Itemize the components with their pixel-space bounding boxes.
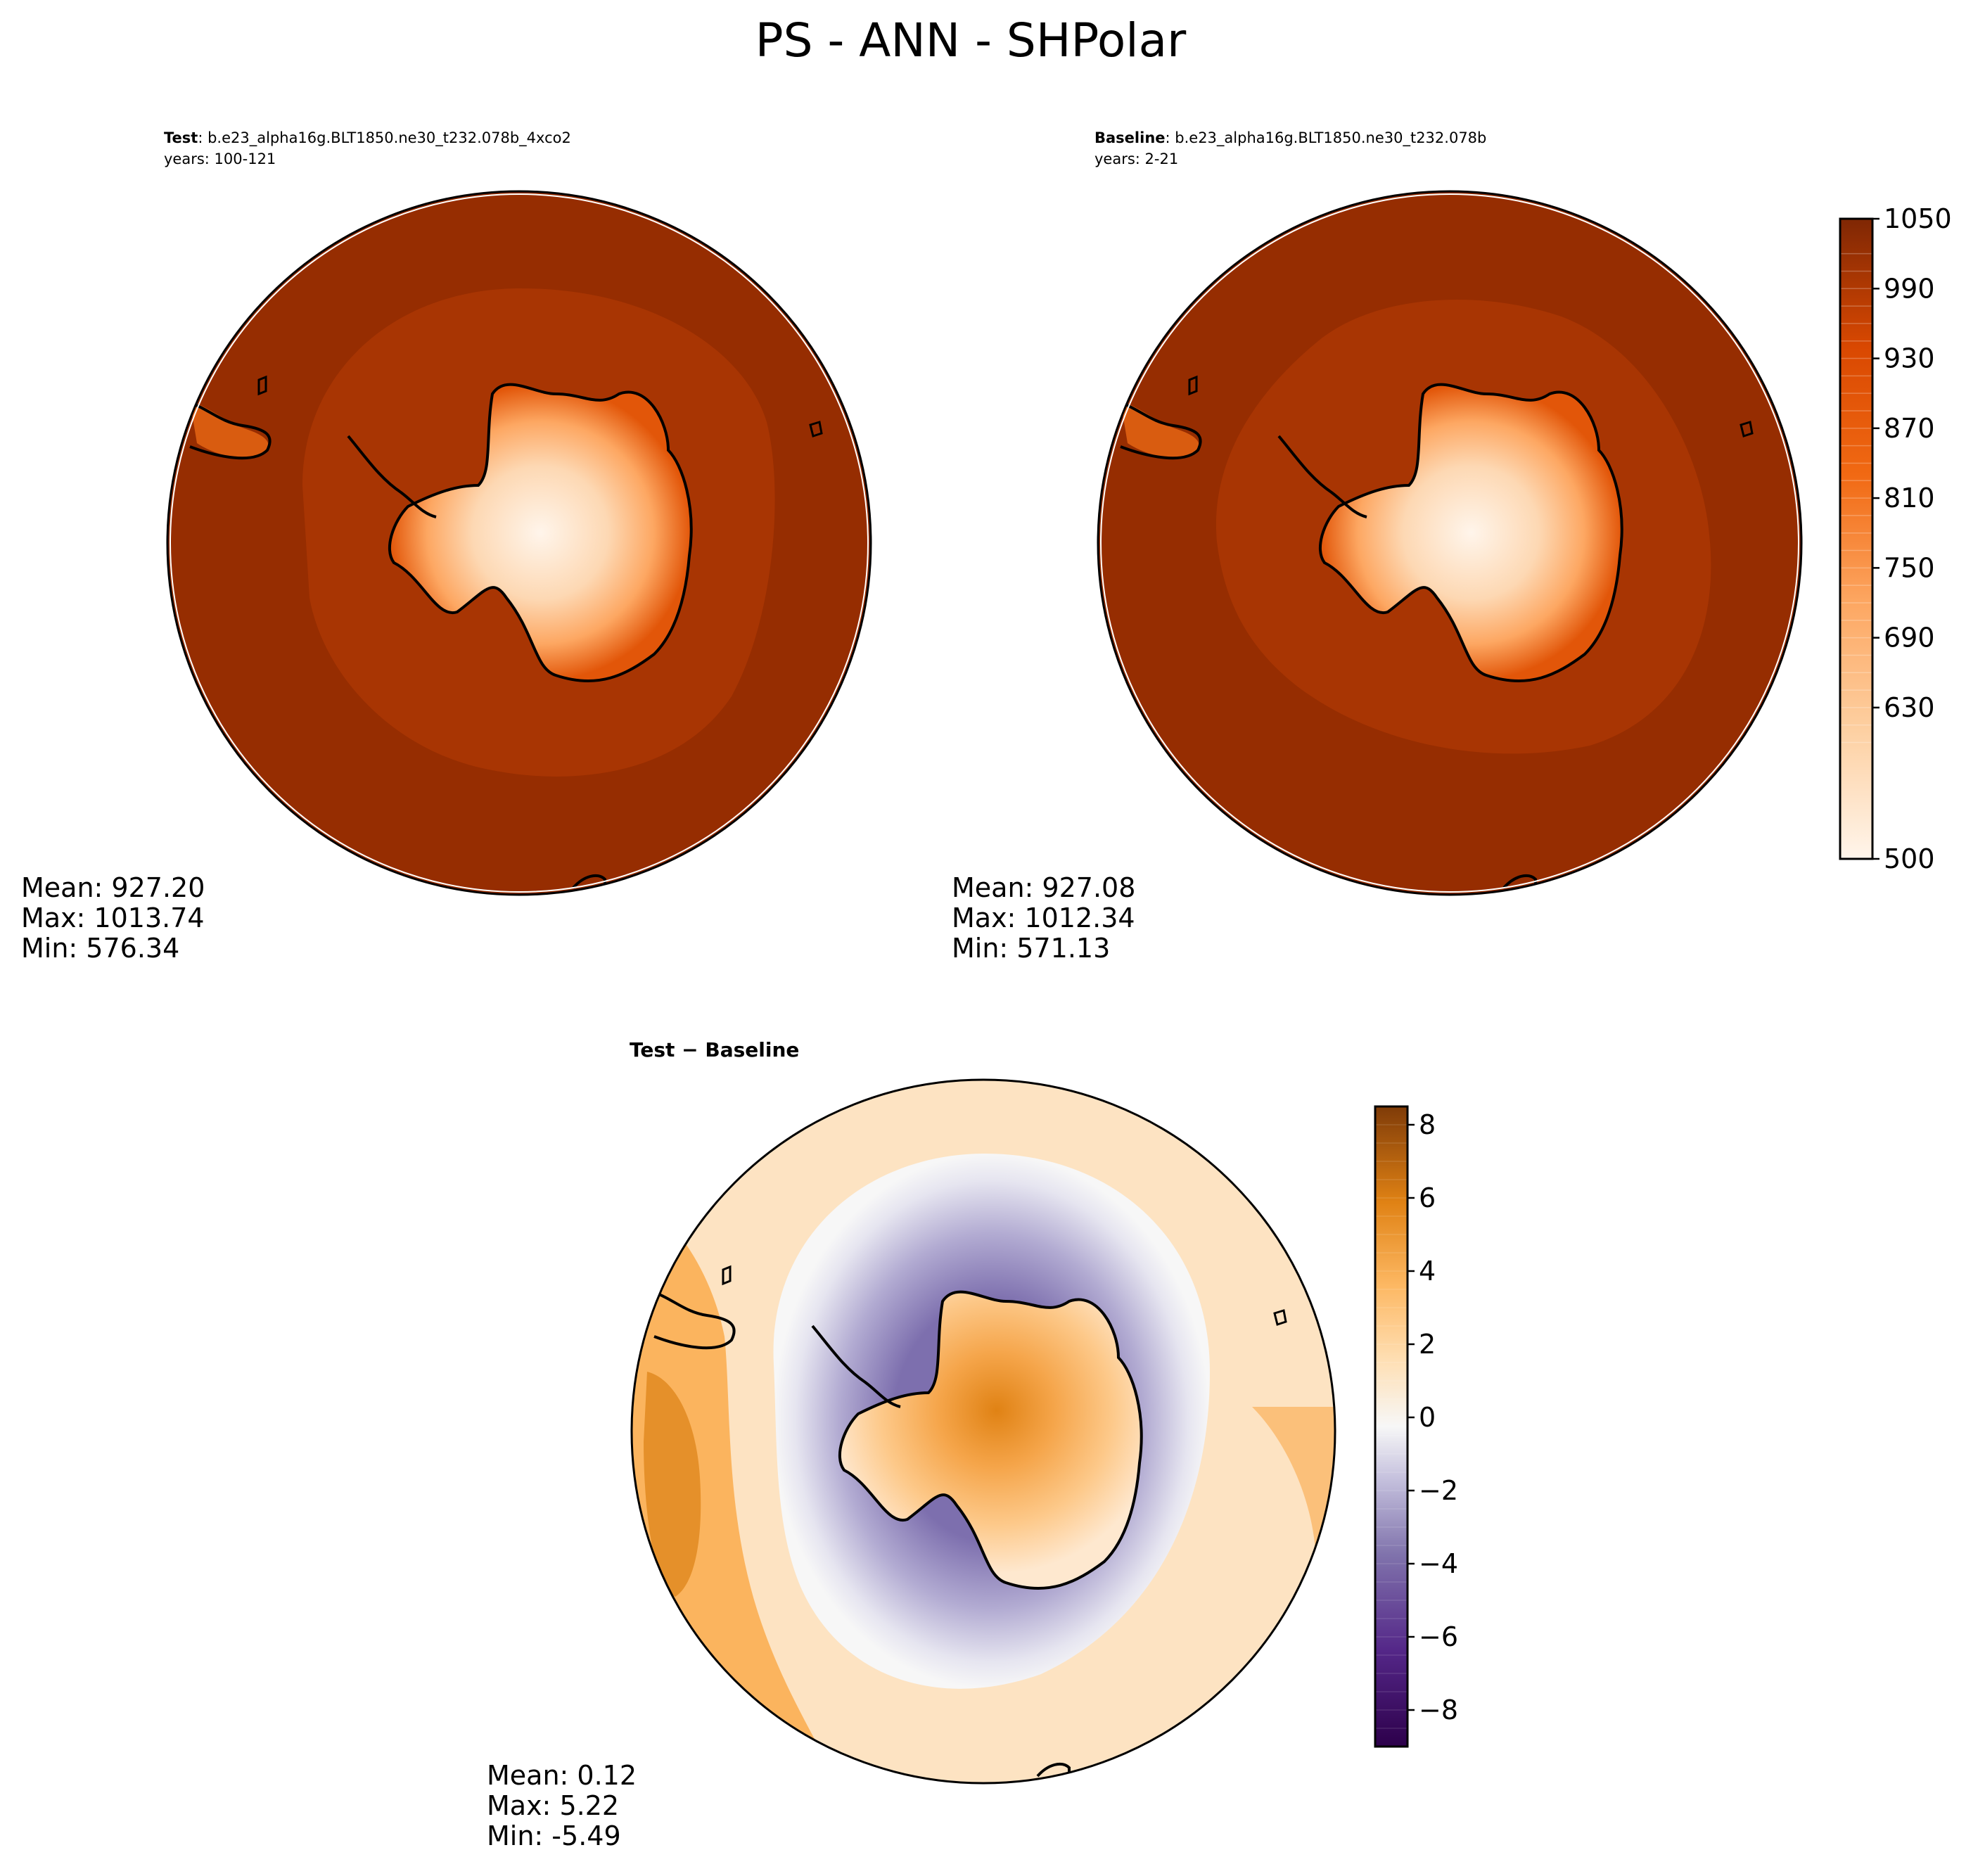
- difference-tasmania-coastline: [1036, 1762, 1071, 1783]
- baseline-falklands-coastline: [1188, 375, 1198, 396]
- test-map-boundary: [166, 190, 872, 896]
- baseline-peninsula-highland: [1121, 401, 1199, 458]
- test-stat-min: Min: 576.34: [21, 933, 179, 964]
- baseline-header-bold: Baseline: [1094, 129, 1166, 146]
- sequential-tick-label: 690: [1884, 623, 1935, 653]
- sequential-tick-label: 810: [1884, 483, 1935, 513]
- diverging-tick-label: 8: [1419, 1109, 1436, 1140]
- baseline-peninsula-coastline: [1277, 435, 1367, 518]
- baseline-tasmania-coastline: [1502, 874, 1537, 895]
- difference-peninsula-coastline: [811, 1325, 901, 1408]
- difference-antarctic-coastline: [838, 1290, 1143, 1590]
- sequential-colorbar-frame: [1839, 217, 1874, 860]
- baseline-map: [1098, 191, 1801, 895]
- baseline-stat-mean: Mean: 927.08: [952, 872, 1135, 903]
- baseline-header-case: : b.e23_alpha16g.BLT1850.ne30_t232.078b: [1166, 129, 1487, 147]
- sequential-tick-label: 500: [1884, 843, 1935, 874]
- baseline-map-boundary-inner: [1100, 193, 1799, 893]
- difference-map: [632, 1080, 1335, 1783]
- sequential-colorbar-levels: [1840, 253, 1872, 744]
- test-peninsula-highland: [190, 401, 269, 458]
- test-header-case: : b.e23_alpha16g.BLT1850.ne30_t232.078b_…: [198, 129, 571, 147]
- difference-stat-max: Max: 5.22: [487, 1790, 619, 1821]
- test-panel: Test: b.e23_alpha16g.BLT1850.ne30_t232.0…: [21, 129, 872, 964]
- test-header-bold: Test: [164, 129, 198, 146]
- diverging-tick-label: 0: [1419, 1402, 1436, 1433]
- test-stat-max: Max: 1013.74: [21, 902, 205, 933]
- sequential-colorbar-fill: [1840, 219, 1872, 859]
- baseline-antarctic-ice: [1320, 384, 1622, 682]
- test-header: Test: b.e23_alpha16g.BLT1850.ne30_t232.0…: [164, 129, 571, 147]
- difference-header: Test − Baseline: [630, 1038, 799, 1061]
- baseline-map-boundary: [1097, 190, 1803, 896]
- difference-south-america-coastline: [646, 1289, 736, 1350]
- baseline-stat-min: Min: 571.13: [952, 933, 1110, 964]
- diverging-tick-label: 2: [1419, 1329, 1436, 1360]
- test-map-boundary-inner: [170, 193, 869, 893]
- baseline-antarctic-coastline: [1318, 383, 1623, 682]
- difference-west-positive-core: [644, 1372, 701, 1597]
- figure-title: PS - ANN - SHPolar: [755, 13, 1187, 68]
- sequential-colorbar-ticks: 500 630 690 750 810 870 930 990 1050: [1872, 203, 1952, 874]
- difference-stat-min: Min: -5.49: [487, 1820, 621, 1851]
- diverging-tick-label: 6: [1419, 1182, 1436, 1213]
- diverging-tick-label: 4: [1419, 1256, 1436, 1287]
- difference-panel: Test − Baseline Mean: 0.12 Max: 5.22 Min…: [487, 1038, 1458, 1851]
- difference-stat-mean: Mean: 0.12: [487, 1760, 637, 1791]
- test-falklands-coastline: [257, 375, 267, 396]
- sequential-tick-label: 870: [1884, 413, 1935, 444]
- baseline-header: Baseline: b.e23_alpha16g.BLT1850.ne30_t2…: [1094, 129, 1486, 147]
- test-peninsula-coastline: [347, 435, 437, 518]
- difference-kerguelen-coastline: [1273, 1309, 1287, 1326]
- diverging-colorbar-frame: [1374, 1105, 1409, 1748]
- sequential-tick-label: 630: [1884, 692, 1935, 723]
- difference-falklands-coastline: [722, 1265, 732, 1286]
- baseline-south-america-coastline: [1113, 400, 1202, 460]
- test-stat-mean: Mean: 927.20: [21, 872, 205, 903]
- baseline-kerguelen-coastline: [1740, 421, 1754, 438]
- test-tasmania-coastline: [572, 874, 606, 895]
- baseline-years: years: 2-21: [1094, 151, 1178, 167]
- test-antarctic-coastline: [388, 383, 693, 682]
- diverging-colorbar-fill: [1375, 1106, 1408, 1747]
- baseline-stat-max: Max: 1012.34: [952, 902, 1135, 933]
- baseline-panel: Baseline: b.e23_alpha16g.BLT1850.ne30_t2…: [952, 129, 1952, 964]
- sequential-tick-label: 990: [1884, 273, 1935, 304]
- test-antarctic-ice: [389, 384, 691, 682]
- test-kerguelen-coastline: [809, 421, 823, 438]
- test-map: [167, 191, 871, 895]
- diverging-colorbar: −8 −6 −4 −2 0 2 4 6 8: [1374, 1105, 1458, 1748]
- test-years: years: 100-121: [164, 151, 276, 167]
- diverging-colorbar-levels: [1375, 1124, 1408, 1729]
- sequential-tick-label: 1050: [1884, 203, 1952, 234]
- difference-map-boundary: [630, 1078, 1336, 1785]
- sequential-colorbar: 500 630 690 750 810 870 930 990 1050: [1839, 203, 1952, 874]
- sequential-tick-label: 930: [1884, 343, 1935, 374]
- diverging-tick-label: −4: [1419, 1548, 1458, 1579]
- difference-antarctic-field: [839, 1291, 1142, 1589]
- diverging-tick-label: −2: [1419, 1475, 1458, 1506]
- test-south-america-coastline: [182, 400, 272, 460]
- diverging-tick-label: −8: [1419, 1695, 1458, 1725]
- diverging-colorbar-ticks: −8 −6 −4 −2 0 2 4 6 8: [1408, 1109, 1458, 1725]
- diverging-tick-label: −6: [1419, 1621, 1458, 1652]
- sequential-tick-label: 750: [1884, 552, 1935, 583]
